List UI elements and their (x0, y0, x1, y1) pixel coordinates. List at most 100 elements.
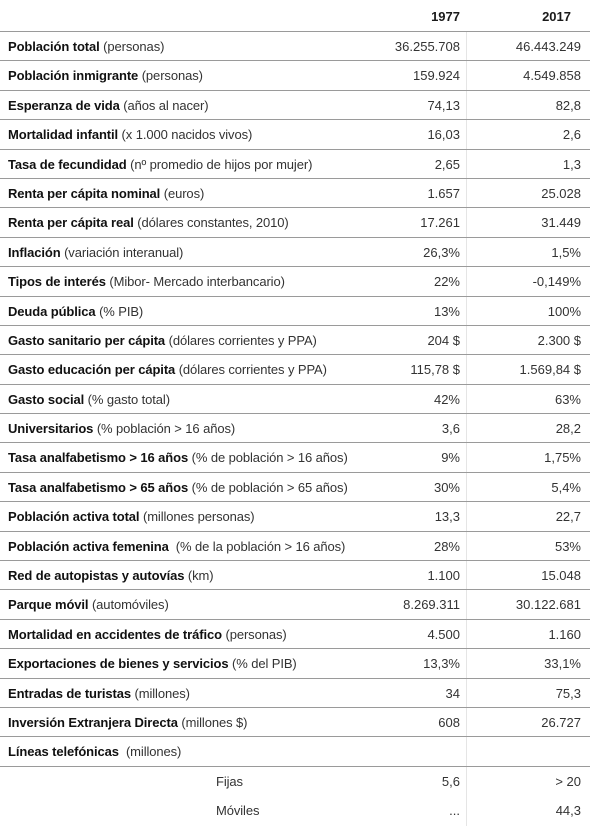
row-label: Población activa femenina (% de la pobla… (8, 539, 345, 554)
row-label: Renta per cápita nominal (euros) (8, 186, 204, 201)
value-2017: 1.569,84 $ (519, 362, 581, 378)
indicator-unit: (años al nacer) (119, 97, 209, 113)
value-2017: 25.028 (541, 185, 581, 201)
value-2017: 53% (554, 538, 581, 554)
indicator-unit: (dólares corrientes y PPA) (165, 332, 317, 348)
indicator-name: Gasto educación per cápita (8, 362, 176, 378)
value-1977: 34 (445, 685, 460, 701)
column-divider (466, 149, 467, 178)
indicator-name: Población activa total (8, 509, 140, 525)
value-1977: 74,13 (427, 97, 460, 113)
table-subrow: Móviles... 44,3 (0, 796, 590, 826)
indicator-unit: (personas) (99, 39, 165, 54)
row-label: Inversión Extranjera Directa (millones $… (8, 715, 247, 730)
value-2017: 2,6 (562, 127, 581, 143)
column-divider (466, 296, 467, 325)
column-divider (466, 649, 467, 678)
value-1977: 204 $ (427, 332, 460, 348)
indicator-name: Tasa analfabetismo > 65 años (8, 479, 189, 495)
table-row: Universitarios (% población > 16 años) 3,… (0, 414, 590, 444)
row-label: Universitarios (% población > 16 años) (8, 421, 235, 436)
value-1977: 2,65 (434, 156, 460, 172)
value-1977: 13% (433, 303, 460, 319)
row-label: Mortalidad infantil (x 1.000 nacidos viv… (8, 127, 252, 142)
indicator-unit: (automóviles) (88, 597, 169, 613)
row-label: Móviles (216, 803, 260, 819)
column-divider (466, 61, 467, 90)
value-2017: 30.122.681 (515, 597, 581, 613)
row-label: Esperanza de vida (años al nacer) (8, 97, 209, 113)
value-1977: 8.269.311 (403, 597, 460, 613)
indicator-name: Gasto social (8, 391, 85, 407)
column-divider (466, 32, 467, 61)
row-label: Líneas telefónicas (millones) (8, 744, 181, 759)
value-2017: 33,1% (544, 656, 581, 672)
row-label: Tipos de interés (Mibor- Mercado interba… (8, 274, 285, 289)
indicator-name: Población activa femenina (8, 538, 169, 554)
indicator-unit: (% población > 16 años) (93, 421, 236, 437)
table-header: 1977 2017 (0, 0, 590, 32)
row-label: Parque móvil (automóviles) (8, 597, 169, 612)
value-1977: 608 (438, 714, 460, 730)
indicator-unit: (% PIB) (95, 303, 144, 319)
table-row: Parque móvil (automóviles) 8.269.311 30.12… (0, 590, 590, 620)
table-row: Líneas telefónicas (millones) (0, 737, 590, 767)
value-2017: 44,3 (555, 803, 581, 819)
value-1977: 115,78 $ (410, 362, 460, 378)
value-1977: 9% (441, 450, 460, 466)
row-label: Tasa analfabetismo > 16 años (% de pobla… (8, 450, 348, 465)
value-1977: 5,6 (441, 773, 460, 789)
table-body: Población total (personas) 36.255.708 46.4… (0, 32, 590, 826)
indicator-name: Renta per cápita nominal (8, 185, 161, 201)
column-header-1977: 1977 (431, 9, 460, 24)
column-divider (466, 355, 467, 384)
value-1977: 159.924 (413, 68, 460, 84)
indicator-name: Población total (8, 39, 100, 54)
row-label: Población inmigrante (personas) (8, 68, 203, 83)
indicator-unit: (millones) (131, 685, 190, 701)
table-row: Renta per cápita nominal (euros) 1.657 25.… (0, 178, 590, 209)
indicator-name: Inflación (8, 244, 61, 260)
indicator-name: Universitarios (8, 421, 94, 437)
column-divider (466, 208, 467, 237)
value-2017: 22,7 (555, 509, 581, 525)
table-subrow: Fijas 5,6 > 20 (0, 766, 590, 797)
indicator-unit: (x 1.000 nacidos vivos) (118, 127, 253, 143)
table-row: Mortalidad en accidentes de tráfico (per… (0, 619, 590, 650)
table-row: Tipos de interés (Mibor- Mercado interba… (0, 267, 590, 297)
value-2017: 46.443.249 (515, 39, 581, 54)
column-divider (466, 237, 467, 267)
indicator-name: Renta per cápita real (8, 215, 134, 231)
column-divider (466, 707, 467, 737)
table-row: Tasa analfabetismo > 16 años (% de pobla… (0, 443, 590, 473)
indicator-unit: (millones) (118, 744, 182, 760)
indicator-name: Mortalidad infantil (8, 127, 119, 143)
value-1977: 26,3% (423, 244, 460, 260)
row-label: Gasto educación per cápita (dólares corr… (8, 362, 327, 377)
indicator-name: Tasa analfabetismo > 16 años (8, 450, 189, 466)
value-2017: 75,3 (555, 685, 581, 701)
indicator-unit: (% de población > 16 años) (188, 450, 348, 466)
indicator-unit: (personas) (138, 68, 203, 84)
indicator-name: Red de autopistas y autovías (8, 568, 185, 584)
table-row: Población inmigrante (personas) 159.924 4.… (0, 61, 590, 91)
indicator-unit: (Mibor- Mercado interbancario) (105, 274, 285, 290)
column-divider (466, 766, 467, 797)
row-label: Población total (personas) (8, 39, 164, 54)
indicator-name: Deuda pública (8, 303, 96, 319)
value-1977: 16,03 (427, 127, 460, 143)
row-label: Población activa total (millones persona… (8, 509, 255, 524)
indicator-unit: (personas) (221, 626, 287, 642)
table-row: Tasa analfabetismo > 65 años (% de pobla… (0, 472, 590, 503)
table-row: Mortalidad infantil (x 1.000 nacidos viv… (0, 120, 590, 150)
value-2017: 31.449 (541, 215, 581, 231)
indicator-unit: (millones personas) (139, 509, 255, 525)
column-divider (466, 90, 467, 120)
indicator-name: Población inmigrante (8, 68, 139, 84)
value-2017: 28,2 (555, 421, 581, 437)
indicator-name: Tipos de interés (8, 274, 106, 290)
value-2017: > 20 (555, 773, 581, 789)
indicator-name: Líneas telefónicas (8, 744, 119, 760)
indicator-unit: (nº promedio de hijos por mujer) (126, 156, 313, 172)
value-1977: 1.657 (427, 185, 460, 201)
